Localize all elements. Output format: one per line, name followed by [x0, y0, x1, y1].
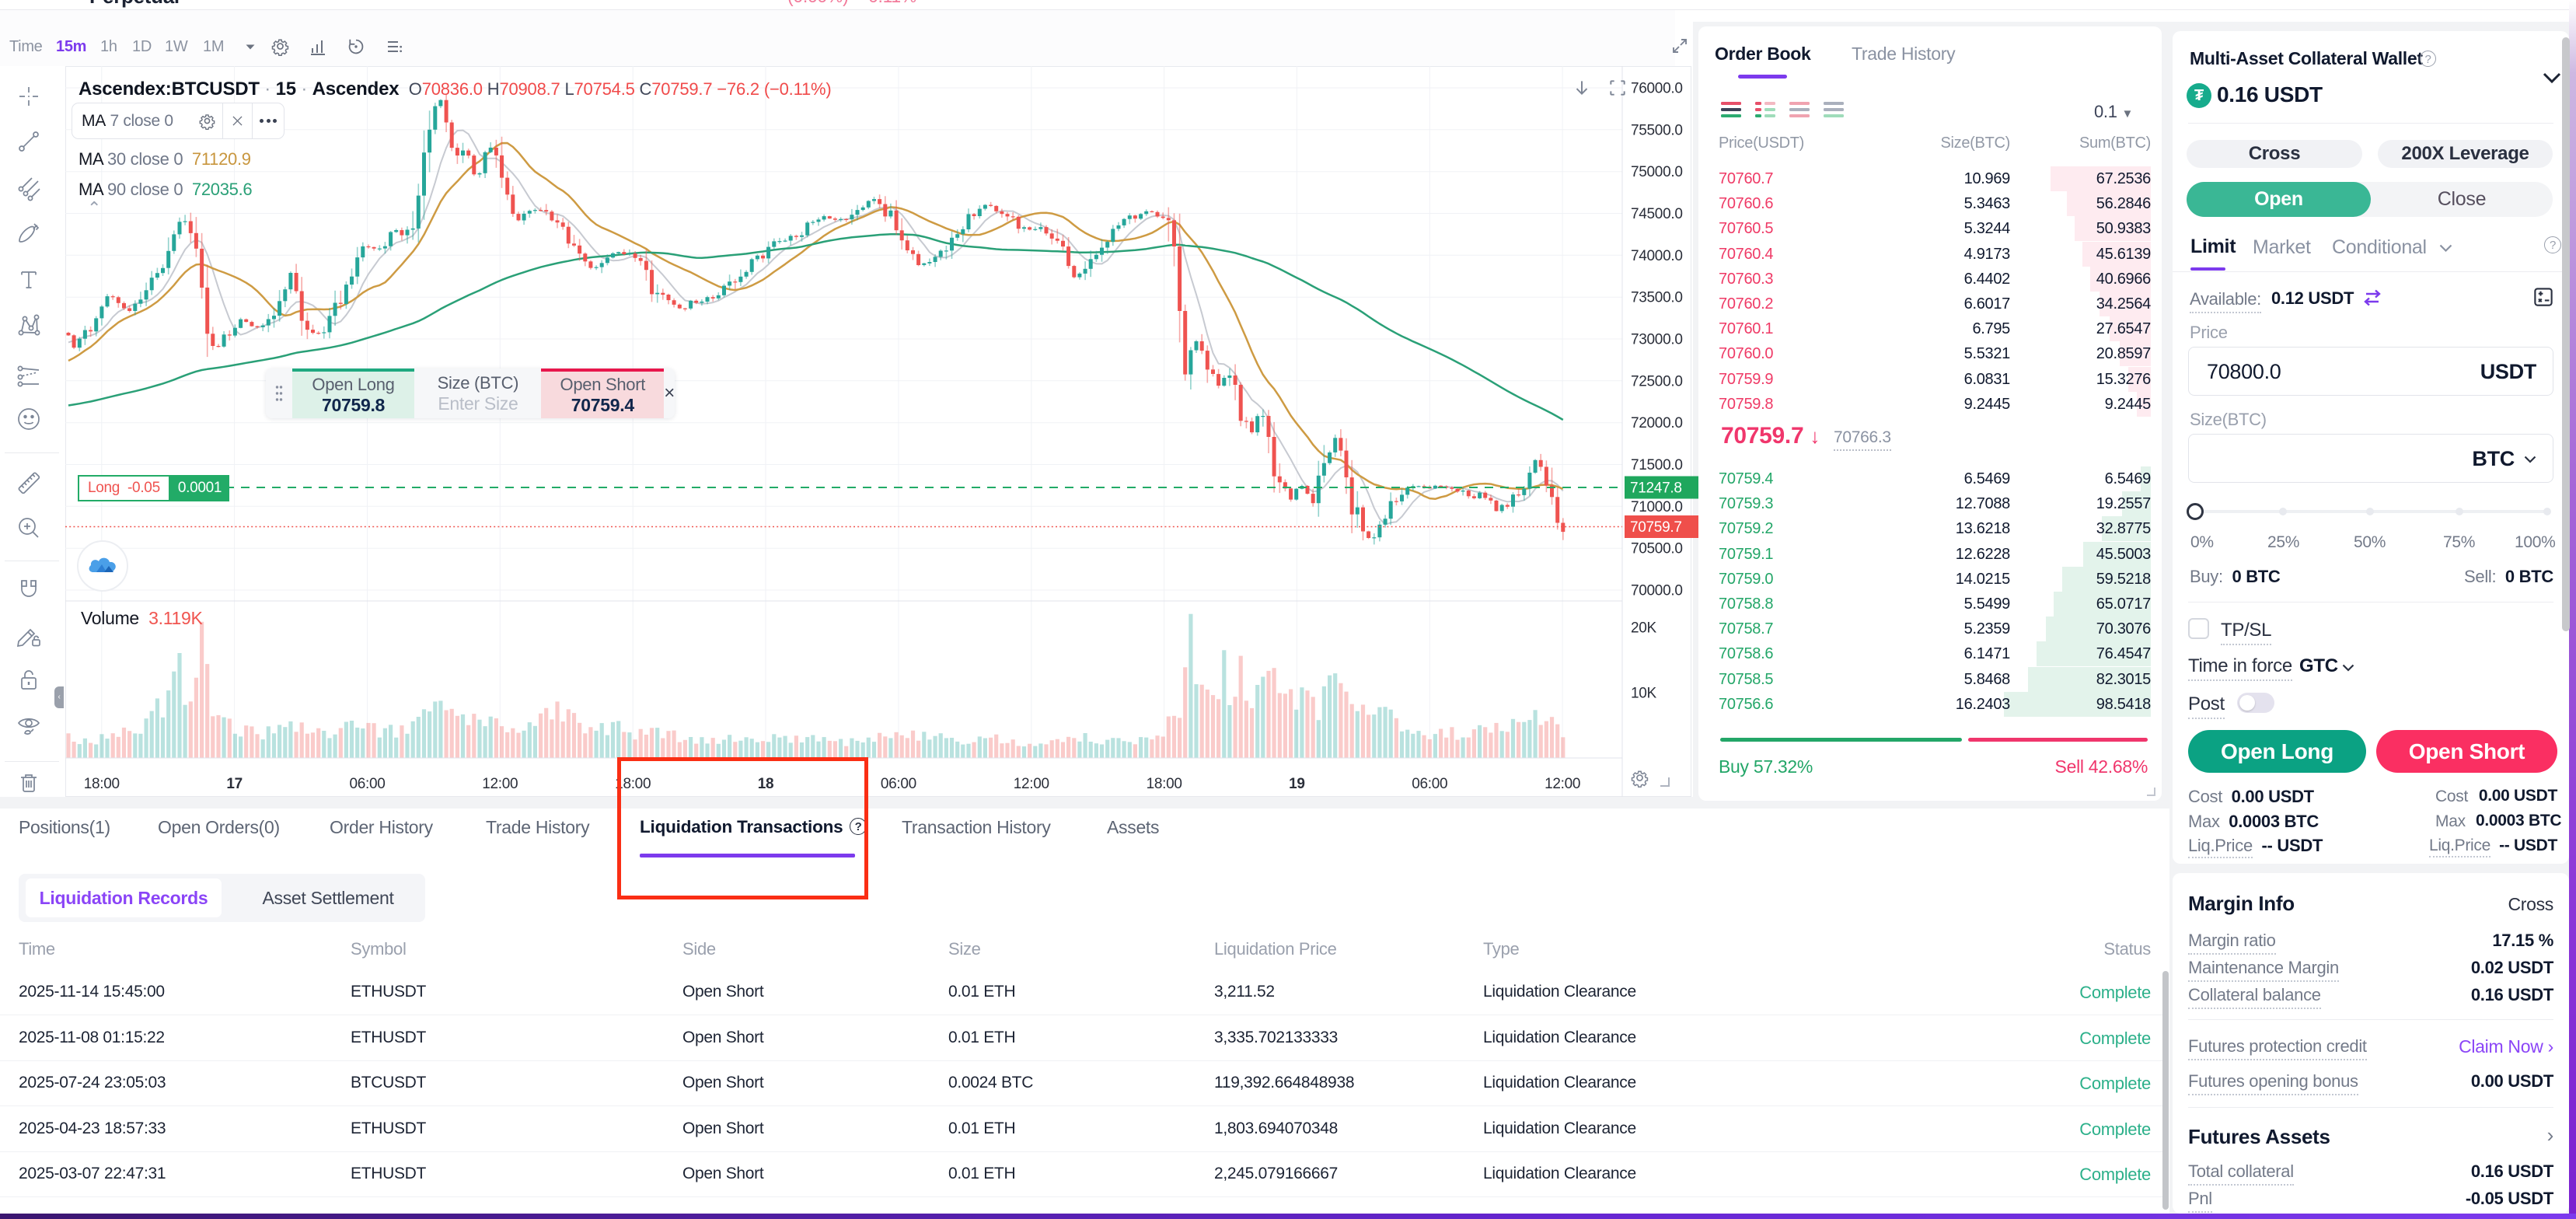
- svg-text:20K: 20K: [1631, 620, 1657, 637]
- svg-text:18: 18: [758, 776, 774, 792]
- svg-text:75500.0: 75500.0: [1631, 122, 1683, 138]
- svg-text:71000.0: 71000.0: [1631, 499, 1683, 515]
- svg-text:12:00: 12:00: [1545, 776, 1580, 792]
- svg-text:74000.0: 74000.0: [1631, 248, 1683, 264]
- svg-text:74500.0: 74500.0: [1631, 206, 1683, 222]
- svg-text:75000.0: 75000.0: [1631, 164, 1683, 180]
- svg-text:18:00: 18:00: [1147, 776, 1182, 792]
- svg-text:12:00: 12:00: [1014, 776, 1049, 792]
- svg-text:18:00: 18:00: [615, 776, 651, 792]
- svg-text:73000.0: 73000.0: [1631, 332, 1683, 348]
- svg-text:18:00: 18:00: [84, 776, 120, 792]
- svg-text:70500.0: 70500.0: [1631, 541, 1683, 557]
- svg-text:06:00: 06:00: [1412, 776, 1447, 792]
- svg-text:17: 17: [226, 776, 243, 792]
- svg-text:71247.8: 71247.8: [1630, 480, 1682, 497]
- svg-text:10K: 10K: [1631, 686, 1657, 702]
- svg-text:73500.0: 73500.0: [1631, 290, 1683, 306]
- svg-text:06:00: 06:00: [349, 776, 385, 792]
- svg-text:71500.0: 71500.0: [1631, 457, 1683, 473]
- svg-text:70000.0: 70000.0: [1631, 583, 1683, 599]
- svg-text:12:00: 12:00: [482, 776, 518, 792]
- svg-text:76000.0: 76000.0: [1631, 81, 1683, 97]
- svg-text:19: 19: [1289, 776, 1305, 792]
- svg-text:06:00: 06:00: [881, 776, 916, 792]
- svg-text:70759.7: 70759.7: [1630, 519, 1682, 536]
- svg-text:72500.0: 72500.0: [1631, 373, 1683, 389]
- svg-text:72000.0: 72000.0: [1631, 415, 1683, 431]
